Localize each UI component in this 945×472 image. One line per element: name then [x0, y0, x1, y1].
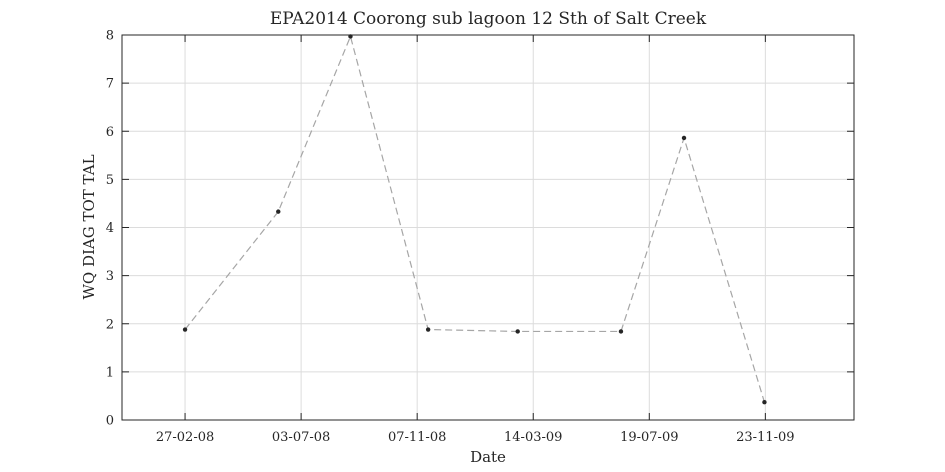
x-tick-label: 19-07-09	[620, 430, 678, 445]
y-tick-label: 3	[106, 269, 114, 284]
x-tick-label: 27-02-08	[156, 430, 214, 445]
data-point	[425, 327, 431, 332]
y-tick-label: 1	[106, 365, 114, 380]
x-tick-label: 14-03-09	[504, 430, 562, 445]
data-point	[515, 329, 520, 334]
chart-title: EPA2014 Coorong sub lagoon 12 Sth of Sal…	[270, 9, 707, 29]
y-tick-label: 2	[106, 317, 114, 332]
y-tick-label: 7	[106, 77, 114, 92]
x-tick-label: 23-11-09	[736, 430, 794, 445]
x-tick-label: 07-11-08	[388, 430, 446, 445]
x-tick-label: 03-07-08	[272, 430, 330, 445]
y-tick-label: 4	[106, 221, 114, 236]
series-line	[184, 34, 766, 403]
y-tick-label: 0	[106, 414, 114, 429]
x-axis-label: Date	[470, 448, 506, 466]
data-point	[618, 329, 624, 334]
data-point	[276, 209, 281, 214]
y-tick-label: 6	[106, 125, 114, 140]
data-point	[762, 399, 767, 405]
y-axis-label: WQ DIAG TOT TAL	[80, 154, 98, 299]
tick-labels: 27-02-08 03-07-08 07-11-08 14-03-09 19-07-09…	[106, 29, 795, 446]
data-point	[681, 135, 687, 141]
y-tick-label: 5	[106, 173, 114, 188]
y-tick-label: 8	[106, 29, 114, 44]
tick-marks	[122, 34, 854, 421]
data-point	[182, 327, 188, 332]
